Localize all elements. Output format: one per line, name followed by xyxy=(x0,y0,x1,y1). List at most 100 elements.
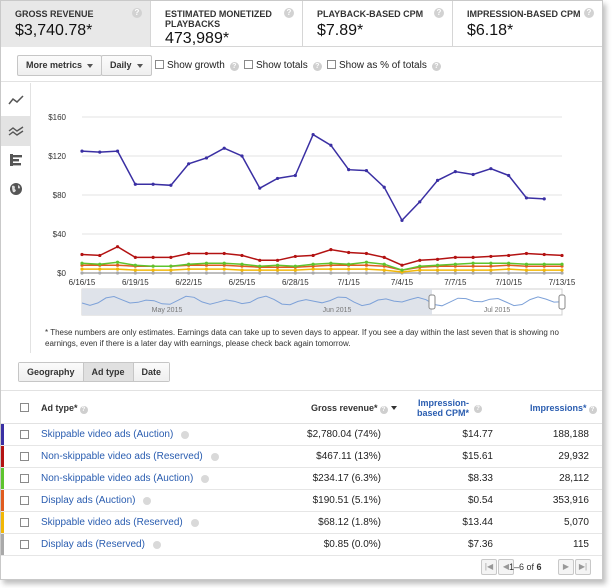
series-point xyxy=(507,267,511,271)
series-point xyxy=(98,253,102,258)
header-gross-revenue[interactable]: Gross revenue*? xyxy=(311,403,397,414)
metric-tab-playback-cpm[interactable]: PLAYBACK-BASED CPM $7.89* ? xyxy=(303,1,453,47)
tab-date[interactable]: Date xyxy=(133,363,170,381)
prev-page-button[interactable]: ◀ xyxy=(498,559,514,575)
metric-tab-monetized-playbacks[interactable]: ESTIMATED MONETIZED PLAYBACKS 473,989* ? xyxy=(151,1,303,47)
revenue-line-chart[interactable]: $0 $40 $80 $120 $160 6/16/15 6/19/15 6/22/15 6/2… xyxy=(32,83,602,323)
series-point xyxy=(258,271,262,275)
series-point xyxy=(542,271,546,275)
series-point xyxy=(98,267,102,271)
range-handle[interactable] xyxy=(558,294,566,310)
help-icon[interactable]: ? xyxy=(431,62,441,71)
header-impressions[interactable]: Impressions*? xyxy=(530,403,597,414)
help-icon[interactable]: ? xyxy=(312,62,322,71)
ad-type-link[interactable]: Non-skippable video ads (Auction) xyxy=(41,473,194,484)
series-point xyxy=(275,271,280,275)
row-checkbox[interactable] xyxy=(20,452,29,461)
row-checkbox[interactable] xyxy=(20,430,29,439)
gross-revenue-cell: $0.85 (0.0%) xyxy=(323,539,381,550)
impression-cpm-cell: $15.61 xyxy=(462,451,493,462)
metric-label: PLAYBACK-BASED CPM xyxy=(317,9,424,19)
show-percent-checkbox[interactable]: Show as % of totals? xyxy=(327,60,441,71)
help-icon[interactable]: ? xyxy=(79,406,88,414)
x-tick-label: 6/25/15 xyxy=(229,278,256,287)
more-metrics-label: More metrics xyxy=(26,60,83,70)
tab-ad-type[interactable]: Ad type xyxy=(83,363,134,381)
info-icon[interactable] xyxy=(211,453,219,461)
series-point xyxy=(293,173,297,178)
map-globe-icon[interactable] xyxy=(1,174,31,204)
series-point xyxy=(364,260,369,264)
series-point xyxy=(98,150,102,154)
ad-type-link[interactable]: Display ads (Auction) xyxy=(41,495,136,506)
series-point xyxy=(542,262,546,266)
tab-geography[interactable]: Geography xyxy=(19,363,84,381)
help-icon[interactable]: ? xyxy=(132,8,142,18)
table-row[interactable]: Skippable video ads (Reserved) $68.12 (1.… xyxy=(1,512,602,534)
table-row[interactable]: Non-skippable video ads (Auction) $234.17… xyxy=(1,468,602,490)
info-icon[interactable] xyxy=(181,431,189,439)
info-icon[interactable] xyxy=(201,475,209,483)
checkbox-icon[interactable] xyxy=(244,60,253,69)
line-chart-icon[interactable] xyxy=(1,85,31,115)
table-row[interactable]: Display ads (Reserved) $0.85 (0.0%) $7.36 1… xyxy=(1,534,602,556)
series-point xyxy=(329,267,333,271)
series-point xyxy=(240,271,244,275)
series-point xyxy=(524,262,529,266)
series-point xyxy=(258,258,262,262)
info-icon[interactable] xyxy=(143,497,151,505)
ad-type-link[interactable]: Non-skippable video ads (Reserved) xyxy=(41,451,203,462)
help-icon[interactable]: ? xyxy=(379,406,388,414)
series-point xyxy=(524,268,529,272)
more-metrics-button[interactable]: More metrics xyxy=(17,55,103,76)
series-point xyxy=(364,267,369,271)
checkbox-icon[interactable] xyxy=(327,60,336,69)
header-impression-cpm[interactable]: Impression-based CPM* xyxy=(399,398,469,418)
series-point xyxy=(204,267,209,271)
chevron-down-icon xyxy=(87,63,94,68)
header-ad-type[interactable]: Ad type*? xyxy=(41,403,88,414)
series-point xyxy=(453,271,457,275)
info-icon[interactable] xyxy=(191,519,199,527)
row-checkbox[interactable] xyxy=(20,518,29,527)
ad-type-link[interactable]: Display ads (Reserved) xyxy=(41,539,145,550)
select-all-checkbox[interactable] xyxy=(20,403,29,412)
row-checkbox[interactable] xyxy=(20,496,29,505)
row-checkbox[interactable] xyxy=(20,474,29,483)
series-point xyxy=(560,253,564,258)
series-point xyxy=(204,271,209,275)
show-growth-checkbox[interactable]: Show growth? xyxy=(155,60,239,71)
row-checkbox[interactable] xyxy=(20,540,29,549)
range-handle[interactable] xyxy=(428,294,436,310)
metric-tab-gross-revenue[interactable]: GROSS REVENUE $3,740.78* ? xyxy=(1,1,151,47)
impressions-cell: 115 xyxy=(573,539,589,550)
series-point xyxy=(329,271,333,275)
table-row[interactable]: Skippable video ads (Auction) $2,780.04 (… xyxy=(1,424,602,446)
help-icon[interactable]: ? xyxy=(434,8,444,18)
help-icon[interactable]: ? xyxy=(474,405,482,413)
bar-chart-icon[interactable] xyxy=(1,145,31,175)
info-icon[interactable] xyxy=(153,541,161,549)
help-icon[interactable]: ? xyxy=(284,8,294,18)
sort-down-icon[interactable] xyxy=(390,406,397,410)
help-icon[interactable]: ? xyxy=(584,8,594,18)
series-color-swatch xyxy=(1,512,4,533)
next-page-button[interactable]: ▶ xyxy=(558,559,574,575)
interval-select[interactable]: Daily xyxy=(101,55,152,76)
header-ad-type-label: Ad type* xyxy=(41,403,78,413)
metric-tab-impression-cpm[interactable]: IMPRESSION-BASED CPM $6.18* ? xyxy=(453,1,602,47)
impression-cpm-cell: $14.77 xyxy=(462,429,493,440)
table-row[interactable]: Display ads (Auction) $190.51 (5.1%) $0.54… xyxy=(1,490,602,512)
help-icon[interactable]: ? xyxy=(229,62,239,71)
series-point xyxy=(204,251,209,256)
show-totals-checkbox[interactable]: Show totals? xyxy=(244,60,322,71)
ad-type-link[interactable]: Skippable video ads (Auction) xyxy=(41,429,174,440)
multiline-chart-icon[interactable] xyxy=(1,116,31,146)
ad-type-link[interactable]: Skippable video ads (Reserved) xyxy=(41,517,183,528)
first-page-button[interactable]: |◀ xyxy=(481,559,497,575)
series-point xyxy=(240,268,244,272)
last-page-button[interactable]: ▶| xyxy=(575,559,591,575)
checkbox-icon[interactable] xyxy=(155,60,164,69)
table-row[interactable]: Non-skippable video ads (Reserved) $467.1… xyxy=(1,446,602,468)
help-icon[interactable]: ? xyxy=(588,406,597,414)
